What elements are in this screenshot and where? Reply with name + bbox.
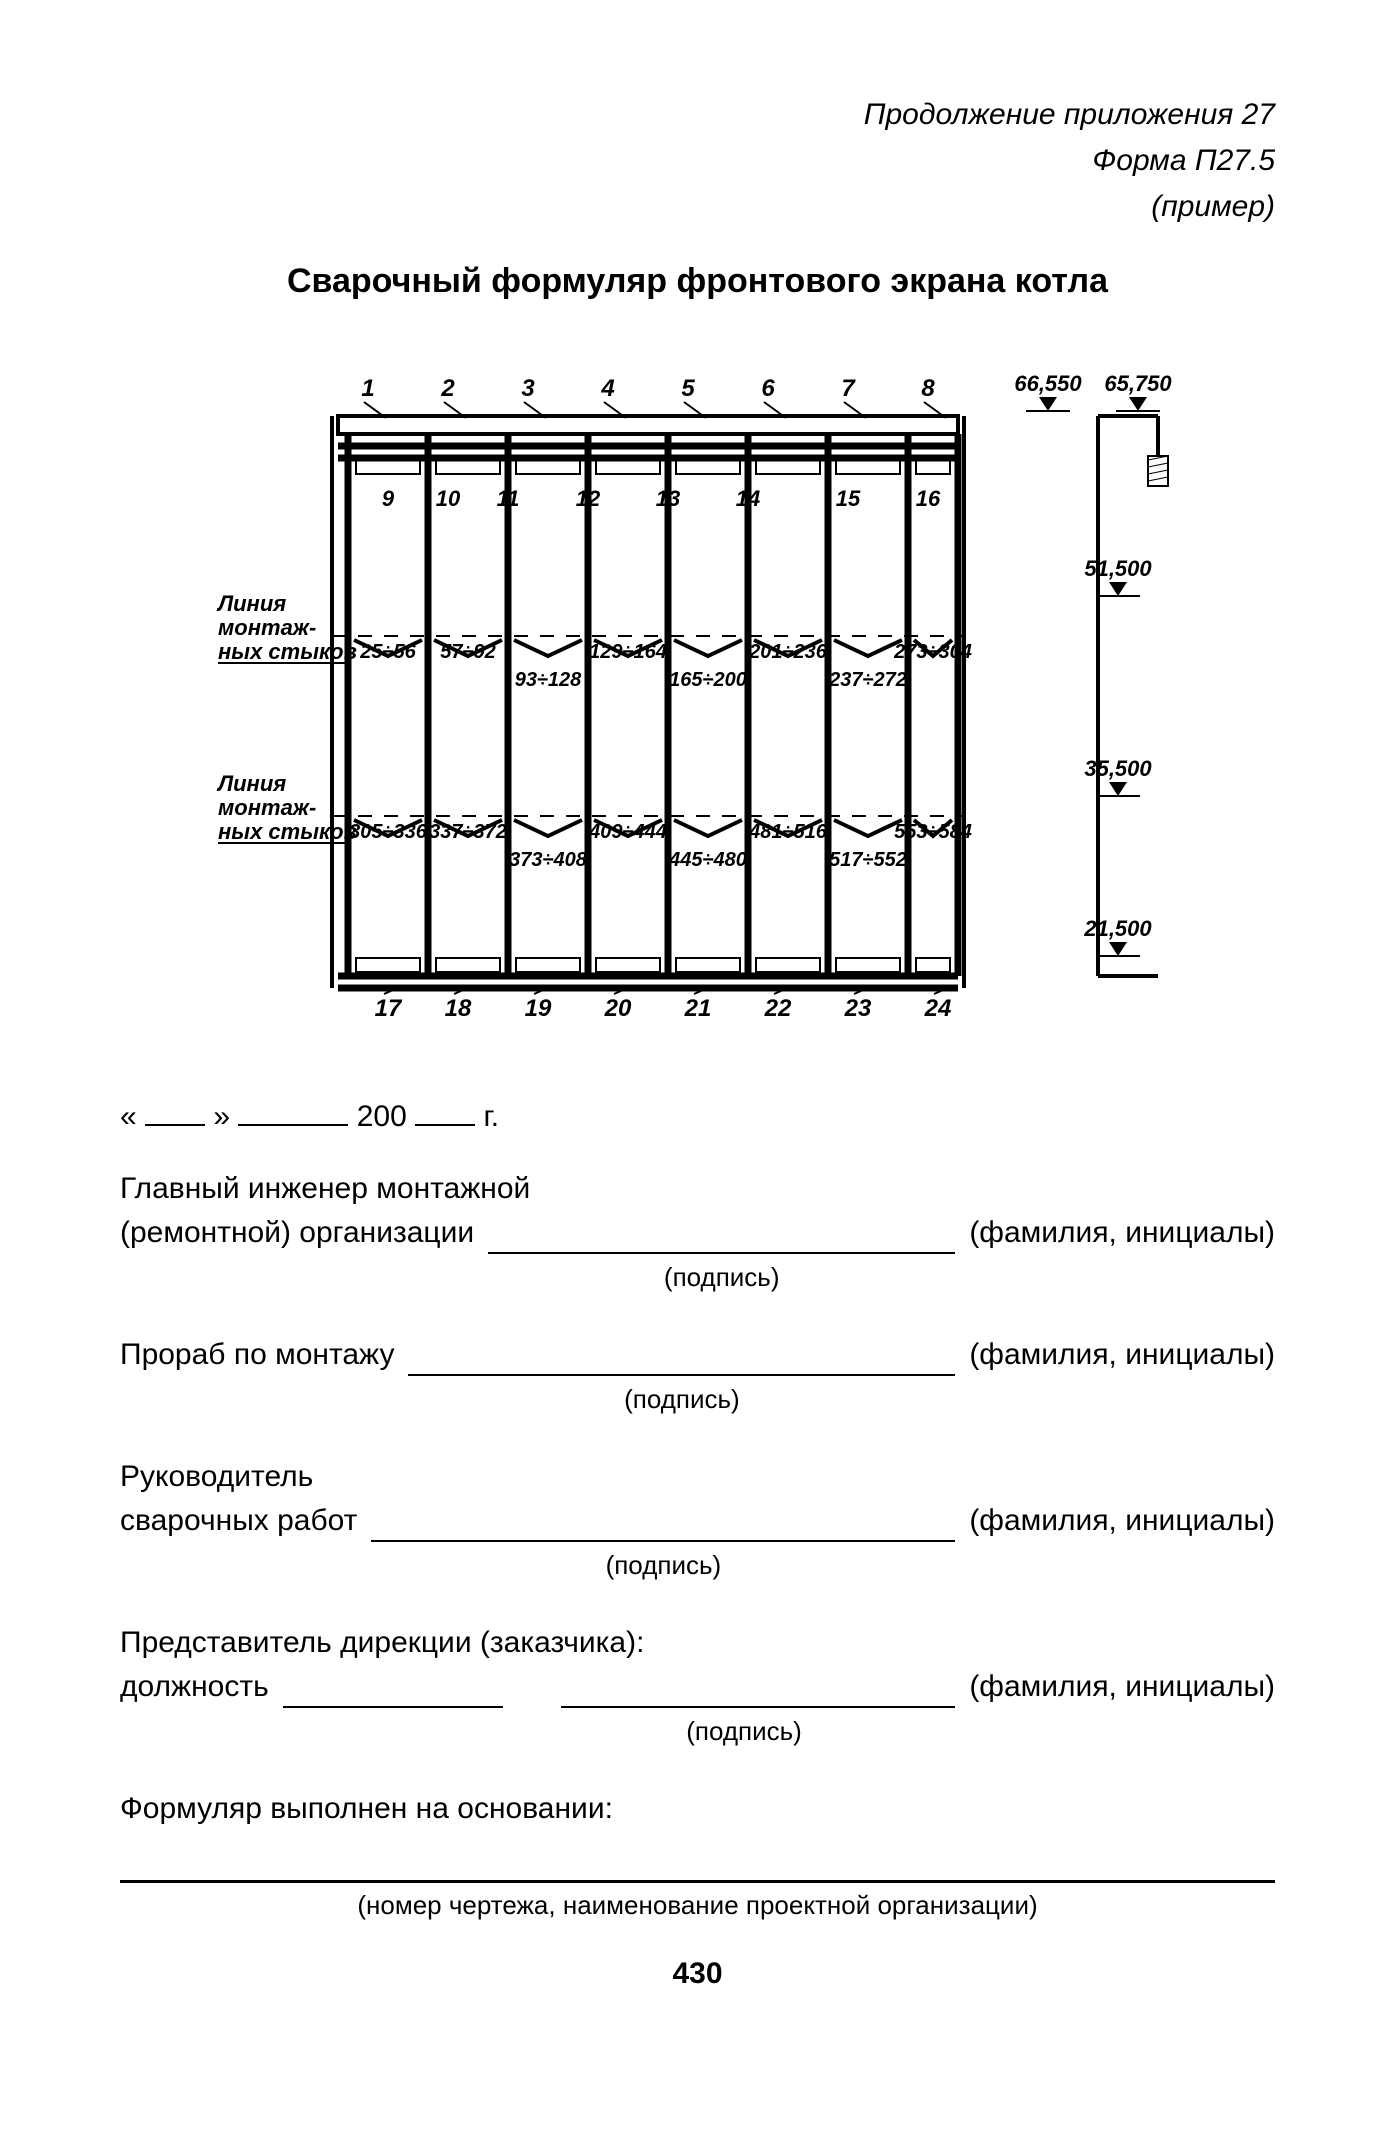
header-continuation: Продолжение приложения 27 xyxy=(120,94,1275,136)
sig3-line2: сварочных работ xyxy=(120,1500,357,1542)
svg-text:201÷236: 201÷236 xyxy=(748,641,828,663)
sig3-fio: (фамилия, инициалы) xyxy=(969,1500,1275,1542)
svg-text:19: 19 xyxy=(524,995,551,1022)
svg-text:57÷92: 57÷92 xyxy=(440,641,495,663)
svg-text:3: 3 xyxy=(521,375,535,402)
date-line: « » 200 г. xyxy=(120,1096,1275,1138)
sig1-sub: (подпись) xyxy=(474,1259,969,1295)
svg-text:11: 11 xyxy=(496,486,519,511)
svg-text:Линия: Линия xyxy=(216,771,286,796)
svg-text:20: 20 xyxy=(603,995,631,1022)
svg-text:6: 6 xyxy=(761,375,775,402)
svg-text:35,500: 35,500 xyxy=(1084,756,1152,781)
svg-text:4: 4 xyxy=(600,375,614,402)
sig2-label: Прораб по монтажу xyxy=(120,1334,394,1376)
svg-text:21,500: 21,500 xyxy=(1083,916,1152,941)
date-year-prefix: 200 xyxy=(357,1100,407,1133)
svg-text:373÷408: 373÷408 xyxy=(509,849,588,871)
svg-text:ных стыков: ных стыков xyxy=(218,639,357,664)
sig4-sign-blank[interactable] xyxy=(561,1670,956,1708)
svg-text:445÷480: 445÷480 xyxy=(668,849,747,871)
svg-text:66,550: 66,550 xyxy=(1014,371,1082,396)
date-open: « xyxy=(120,1100,137,1133)
svg-text:16: 16 xyxy=(915,486,940,511)
sig1-line1: Главный инженер монтажной xyxy=(120,1168,1275,1210)
sig1-line2: (ремонтной) организации xyxy=(120,1212,474,1254)
svg-text:273÷304: 273÷304 xyxy=(893,641,972,663)
date-year-blank[interactable] xyxy=(415,1124,475,1126)
svg-text:22: 22 xyxy=(763,995,791,1022)
svg-text:25÷56: 25÷56 xyxy=(359,641,416,663)
sig1-fio: (фамилия, инициалы) xyxy=(969,1212,1275,1254)
svg-text:монтаж-: монтаж- xyxy=(218,615,316,640)
sig4-line1: Представитель дирекции (заказчика): xyxy=(120,1622,1275,1664)
svg-text:1: 1 xyxy=(361,375,374,402)
svg-text:337÷372: 337÷372 xyxy=(429,821,507,843)
basis-line[interactable] xyxy=(120,1880,1275,1883)
svg-text:8: 8 xyxy=(921,375,935,402)
sig2-sign-blank[interactable] xyxy=(408,1338,955,1376)
sig2-fio: (фамилия, инициалы) xyxy=(969,1334,1275,1376)
sig-chief-engineer: Главный инженер монтажной (ремонтной) ор… xyxy=(120,1168,1275,1296)
sig4-sub: (подпись) xyxy=(519,1713,970,1749)
svg-text:15: 15 xyxy=(835,486,860,511)
sig3-line1: Руководитель xyxy=(120,1456,1275,1498)
svg-text:409÷444: 409÷444 xyxy=(588,821,667,843)
header-form: Форма П27.5 xyxy=(120,140,1275,182)
basis-sub: (номер чертежа, наименование проектной о… xyxy=(120,1887,1275,1923)
date-close: » xyxy=(213,1100,230,1133)
svg-text:481÷516: 481÷516 xyxy=(748,821,828,843)
svg-text:93÷128: 93÷128 xyxy=(514,669,581,691)
svg-text:монтаж-: монтаж- xyxy=(218,795,316,820)
header-example: (пример) xyxy=(120,186,1275,228)
svg-text:305÷336: 305÷336 xyxy=(349,821,428,843)
sig4-line2: должность xyxy=(120,1666,269,1708)
svg-text:ных стыков: ных стыков xyxy=(218,819,357,844)
svg-text:Линия: Линия xyxy=(216,591,286,616)
svg-text:24: 24 xyxy=(923,995,951,1022)
svg-text:51,500: 51,500 xyxy=(1084,556,1152,581)
page-title: Сварочный формуляр фронтового экрана кот… xyxy=(120,258,1275,306)
svg-text:165÷200: 165÷200 xyxy=(669,669,747,691)
svg-text:9: 9 xyxy=(381,486,394,511)
sig3-sign-blank[interactable] xyxy=(371,1504,955,1542)
date-day-blank[interactable] xyxy=(145,1124,205,1126)
sig-foreman: Прораб по монтажу (фамилия, инициалы) Пр… xyxy=(120,1334,1275,1418)
date-suffix: г. xyxy=(484,1100,500,1133)
svg-text:17: 17 xyxy=(374,995,402,1022)
svg-text:517÷552: 517÷552 xyxy=(829,849,907,871)
svg-text:129÷164: 129÷164 xyxy=(589,641,667,663)
svg-text:7: 7 xyxy=(841,375,856,402)
sig-welding-lead: Руководитель сварочных работ (фамилия, и… xyxy=(120,1456,1275,1584)
svg-text:18: 18 xyxy=(444,995,471,1022)
svg-text:12: 12 xyxy=(575,486,600,511)
svg-text:2: 2 xyxy=(440,375,455,402)
sig1-sign-blank[interactable] xyxy=(488,1216,955,1254)
svg-text:21: 21 xyxy=(683,995,711,1022)
basis-label: Формуляр выполнен на основании: xyxy=(120,1788,1275,1830)
svg-text:237÷272: 237÷272 xyxy=(828,669,907,691)
sig3-sub: (подпись) xyxy=(357,1547,969,1583)
svg-text:553÷584: 553÷584 xyxy=(894,821,972,843)
svg-text:13: 13 xyxy=(655,486,679,511)
svg-text:10: 10 xyxy=(435,486,460,511)
svg-text:23: 23 xyxy=(843,995,871,1022)
sig4-fio: (фамилия, инициалы) xyxy=(969,1666,1275,1708)
svg-text:65,750: 65,750 xyxy=(1104,371,1172,396)
boiler-diagram: 25÷5657÷92129÷164201÷236273÷30493÷128165… xyxy=(198,336,1198,1056)
sig4-pos-blank[interactable] xyxy=(283,1670,503,1708)
page-number: 430 xyxy=(120,1953,1275,1995)
svg-text:14: 14 xyxy=(735,486,759,511)
sig2-sub: (подпись) xyxy=(394,1381,969,1417)
sig-customer-rep: Представитель дирекции (заказчика): долж… xyxy=(120,1622,1275,1750)
date-month-blank[interactable] xyxy=(238,1124,348,1126)
svg-text:5: 5 xyxy=(681,375,695,402)
